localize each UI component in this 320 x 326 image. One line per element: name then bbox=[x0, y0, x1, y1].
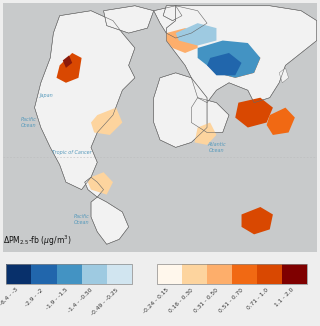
Text: 1.1 - 2.0: 1.1 - 2.0 bbox=[274, 287, 295, 308]
Bar bbox=[182, 264, 207, 284]
Bar bbox=[6, 264, 132, 284]
Polygon shape bbox=[235, 98, 273, 127]
Text: -6.4 - -3: -6.4 - -3 bbox=[0, 287, 19, 307]
Text: $\Delta$PM$_{2.5}$-fb ($\mu$g/m$^{3}$): $\Delta$PM$_{2.5}$-fb ($\mu$g/m$^{3}$) bbox=[3, 234, 72, 248]
Bar bbox=[6, 264, 31, 284]
Polygon shape bbox=[91, 108, 122, 135]
Polygon shape bbox=[88, 172, 113, 195]
Polygon shape bbox=[91, 197, 129, 244]
Polygon shape bbox=[242, 207, 273, 234]
Polygon shape bbox=[166, 28, 198, 53]
Text: Tropic of Cancer: Tropic of Cancer bbox=[52, 150, 92, 155]
Polygon shape bbox=[267, 108, 295, 135]
Text: Pacific
Ocean: Pacific Ocean bbox=[74, 214, 90, 225]
Bar bbox=[157, 264, 182, 284]
Polygon shape bbox=[195, 123, 216, 145]
Polygon shape bbox=[104, 6, 154, 33]
Text: 0.71 - 1.0: 0.71 - 1.0 bbox=[246, 287, 270, 311]
Text: -1.4 - -0.50: -1.4 - -0.50 bbox=[68, 287, 94, 314]
Bar bbox=[257, 264, 282, 284]
Polygon shape bbox=[166, 6, 317, 103]
Polygon shape bbox=[85, 177, 104, 197]
Bar bbox=[157, 264, 308, 284]
Polygon shape bbox=[154, 73, 207, 147]
Text: -2.9 - -2: -2.9 - -2 bbox=[24, 287, 44, 307]
Polygon shape bbox=[279, 68, 289, 83]
Text: -0.24 - 0.15: -0.24 - 0.15 bbox=[142, 287, 169, 315]
Text: 0.16 - 0.30: 0.16 - 0.30 bbox=[168, 287, 195, 313]
Bar bbox=[57, 264, 82, 284]
Polygon shape bbox=[63, 55, 72, 68]
Text: 0.51 - 0.70: 0.51 - 0.70 bbox=[219, 287, 245, 313]
Text: Pacific
Ocean: Pacific Ocean bbox=[20, 117, 36, 128]
Bar bbox=[207, 264, 232, 284]
Bar bbox=[282, 264, 308, 284]
Bar bbox=[107, 264, 132, 284]
Polygon shape bbox=[198, 40, 260, 78]
Text: Japan: Japan bbox=[40, 93, 54, 98]
Polygon shape bbox=[191, 98, 229, 132]
Polygon shape bbox=[154, 6, 207, 38]
Text: -1.9 - -1.5: -1.9 - -1.5 bbox=[45, 287, 69, 311]
Polygon shape bbox=[35, 11, 135, 190]
Polygon shape bbox=[163, 6, 182, 21]
Text: Atlantic
Ocean: Atlantic Ocean bbox=[207, 142, 226, 153]
Bar bbox=[31, 264, 57, 284]
Text: 0.31 - 0.50: 0.31 - 0.50 bbox=[193, 287, 220, 313]
Polygon shape bbox=[176, 23, 216, 46]
Polygon shape bbox=[216, 48, 260, 78]
Polygon shape bbox=[57, 53, 82, 83]
Bar bbox=[82, 264, 107, 284]
Polygon shape bbox=[207, 53, 242, 75]
Bar bbox=[232, 264, 257, 284]
Text: -0.49 - -0.25: -0.49 - -0.25 bbox=[90, 287, 119, 317]
